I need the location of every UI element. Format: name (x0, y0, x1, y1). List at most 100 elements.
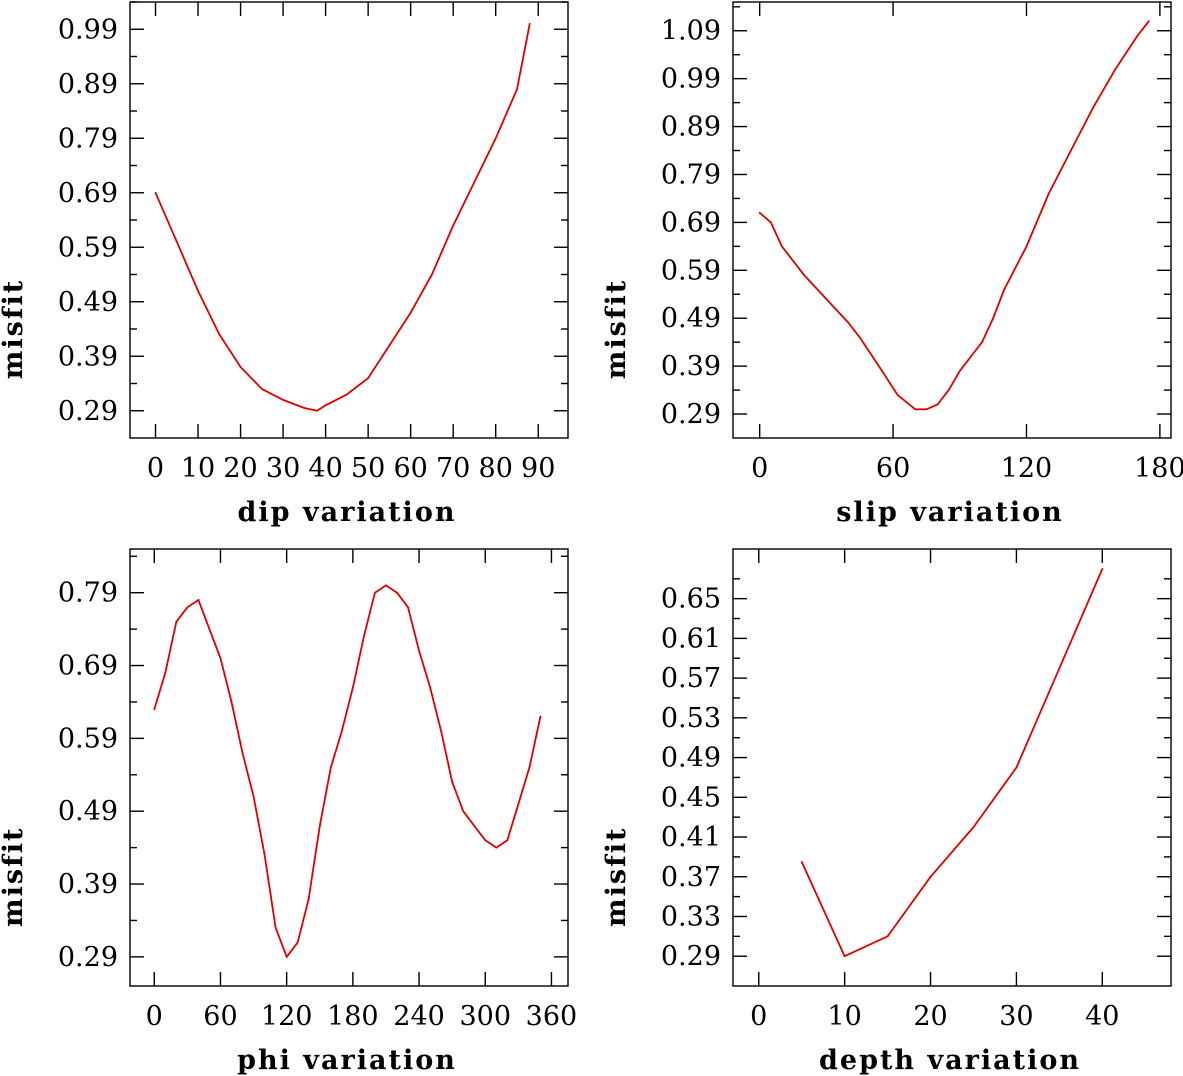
data-point (539, 715, 542, 718)
y-tick-label: 0.39 (58, 869, 118, 900)
series-line (800, 568, 1104, 958)
x-tick-label: 80 (479, 453, 513, 484)
x-tick-label: 50 (351, 453, 385, 484)
y-tick-label: 0.45 (661, 782, 721, 813)
x-tick-label: 20 (223, 453, 257, 484)
data-point (260, 388, 263, 390)
data-point (528, 766, 531, 769)
data-point (1003, 288, 1006, 291)
x-tick-label: 60 (393, 453, 427, 484)
y-tick-label: 0.69 (58, 178, 118, 209)
data-point (992, 317, 995, 320)
data-point (843, 955, 846, 958)
x-axis-label: dip variation (238, 497, 457, 528)
series-line (154, 23, 531, 412)
data-point (1058, 667, 1061, 670)
data-point (329, 766, 332, 769)
data-point (316, 409, 319, 412)
x-tick-label: 120 (1001, 453, 1053, 484)
x-tick-label: 20 (913, 1001, 947, 1032)
y-axis-label: misfit (601, 827, 632, 927)
data-point (218, 333, 221, 336)
x-tick-label: 30 (266, 453, 300, 484)
data-point (800, 860, 803, 863)
y-tick-label: 0.29 (661, 399, 721, 430)
panel-phi: 0.29 0.39 0.49 0.59 0.69 0.79 0 60 120 180 240 300 3… (0, 548, 578, 1076)
y-tick-label: 0.69 (58, 651, 118, 682)
data-point (972, 826, 975, 828)
data-point (958, 370, 961, 372)
y-tick-label: 0.33 (661, 901, 721, 932)
data-point (969, 355, 972, 358)
data-point (1047, 192, 1050, 195)
data-point (1101, 567, 1104, 570)
data-point (929, 875, 932, 878)
y-tick-label: 0.59 (58, 232, 118, 263)
data-point (769, 221, 772, 224)
x-tick-label: 0 (146, 1001, 163, 1032)
y-tick-label: 0.89 (58, 69, 118, 100)
data-point (285, 955, 288, 958)
panel-depth: 0.29 0.33 0.37 0.41 0.45 0.49 0.53 0.57 0.61 0.65… (601, 548, 1172, 1076)
x-tick-label: 240 (393, 1001, 445, 1032)
data-point (494, 137, 497, 140)
data-point (431, 273, 433, 276)
data-point (252, 795, 255, 798)
x-tick-label: 0 (751, 453, 768, 484)
data-point (495, 846, 498, 849)
data-point (197, 289, 199, 292)
data-point (473, 824, 476, 827)
data-point (484, 839, 487, 842)
data-point (858, 336, 861, 339)
data-point (175, 620, 178, 623)
data-point (418, 650, 420, 652)
x-tick-label: 0 (750, 1001, 767, 1032)
data-point (758, 211, 761, 214)
x-tick-label: 60 (876, 453, 910, 484)
data-point (219, 657, 222, 660)
data-point (1025, 245, 1028, 248)
data-point (452, 224, 455, 227)
data-point (324, 404, 327, 407)
y-tick-label: 0.29 (661, 941, 721, 972)
data-point (241, 752, 244, 754)
data-point (164, 671, 167, 674)
y-tick-label: 0.49 (661, 743, 721, 774)
x-tick-label: 30 (999, 1001, 1033, 1032)
data-point (1092, 106, 1095, 109)
x-tick-label: 300 (459, 1001, 511, 1032)
data-point (506, 839, 509, 842)
y-tick-label: 0.59 (661, 255, 721, 286)
x-tick-label: 120 (261, 1001, 313, 1032)
data-point (367, 377, 370, 379)
data-point (886, 935, 889, 938)
x-tick-label: 360 (526, 1001, 578, 1032)
data-point (282, 398, 284, 401)
data-point (409, 311, 412, 314)
x-tick-label: 10 (827, 1001, 861, 1032)
y-tick-label: 1.09 (661, 16, 721, 47)
y-tick-label: 0.59 (58, 723, 118, 754)
data-point (451, 781, 454, 783)
y-tick-label: 0.29 (58, 396, 118, 427)
data-point (296, 941, 299, 944)
data-point (1015, 766, 1018, 769)
data-point (274, 926, 277, 929)
y-tick-label: 0.53 (661, 703, 721, 734)
y-tick-label: 0.37 (661, 862, 721, 893)
data-point (896, 393, 899, 396)
x-tick-label: 40 (1085, 1001, 1119, 1032)
y-tick-label: 0.49 (58, 796, 118, 827)
y-tick-label: 0.79 (58, 123, 118, 154)
data-point (881, 370, 883, 372)
x-tick-label: 70 (436, 453, 470, 484)
x-axis-label: depth variation (819, 1045, 1081, 1076)
data-point (803, 274, 806, 276)
y-tick-label: 0.61 (661, 623, 721, 654)
data-point (208, 628, 211, 631)
data-point (440, 730, 443, 732)
data-point (1136, 34, 1139, 37)
y-tick-label: 0.49 (58, 287, 118, 318)
data-point (925, 408, 928, 411)
plot-frame (732, 1, 1172, 439)
